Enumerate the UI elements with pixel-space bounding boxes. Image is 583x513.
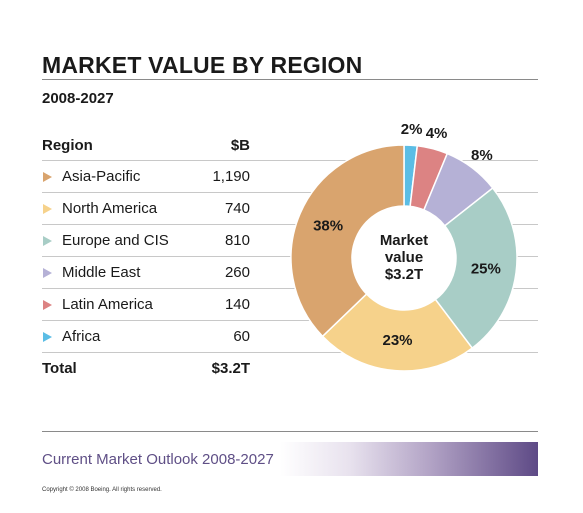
center-label-line-1: Market — [380, 232, 428, 249]
region-name: Europe and CIS — [62, 232, 169, 249]
region-value: 1,190 — [212, 168, 250, 185]
footer-divider — [42, 431, 538, 432]
region-name: Africa — [62, 328, 101, 345]
slice-percent-label: 25% — [471, 261, 501, 278]
region-value: 260 — [224, 264, 250, 281]
region-value: 60 — [233, 328, 250, 345]
copyright-notice: Copyright © 2008 Boeing. All rights rese… — [42, 487, 162, 493]
region-column-header: Region — [42, 137, 93, 154]
slice-percent-label: 4% — [426, 125, 448, 142]
center-label-line-2: value — [385, 249, 423, 266]
page-title: MARKET VALUE BY REGION — [42, 52, 363, 78]
table-row: Middle East 260 — [42, 257, 250, 289]
triangle-marker-icon — [43, 268, 52, 278]
table-row: Asia-Pacific 1,190 — [42, 161, 250, 193]
region-name: Latin America — [62, 296, 153, 313]
table-header-row: Region $B — [42, 130, 250, 161]
region-name: North America — [62, 200, 158, 217]
table-row: North America 740 — [42, 193, 250, 225]
slice-percent-label: 23% — [383, 332, 413, 349]
donut-hole — [352, 206, 456, 310]
title-divider — [42, 79, 538, 80]
region-value: 810 — [224, 232, 250, 249]
total-value: $3.2T — [211, 360, 250, 377]
slice-percent-label: 8% — [471, 147, 493, 164]
table-total-row: Total $3.2T — [42, 353, 250, 385]
region-name: Asia-Pacific — [62, 168, 141, 185]
region-name: Middle East — [62, 264, 141, 281]
region-value: 140 — [224, 296, 250, 313]
table-row: Africa 60 — [42, 321, 250, 353]
triangle-marker-icon — [43, 172, 52, 182]
triangle-marker-icon — [43, 300, 52, 310]
triangle-marker-icon — [43, 332, 52, 342]
page-subtitle: 2008-2027 — [42, 90, 114, 107]
footer-title: Current Market Outlook 2008-2027 — [42, 451, 274, 468]
center-label-line-3: $3.2T — [385, 266, 423, 283]
total-label: Total — [42, 360, 77, 377]
region-value: 740 — [224, 200, 250, 217]
slice-percent-label: 2% — [401, 121, 423, 138]
triangle-marker-icon — [43, 204, 52, 214]
footer-gradient-band — [42, 442, 538, 476]
table-row: Latin America 140 — [42, 289, 250, 321]
slice-percent-label: 38% — [313, 218, 343, 235]
value-column-header: $B — [230, 137, 250, 154]
region-table: Region $B Asia-Pacific 1,190 North Ameri… — [42, 130, 250, 385]
triangle-marker-icon — [43, 236, 52, 246]
table-row: Europe and CIS 810 — [42, 225, 250, 257]
